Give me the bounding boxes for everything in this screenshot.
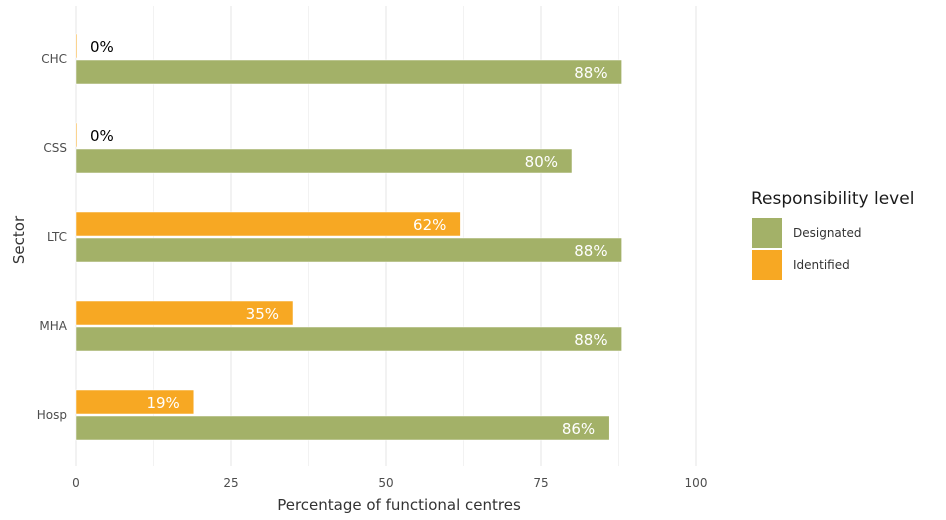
data-label-designated-hosp: 86% (562, 420, 595, 438)
x-tick-label: 75 (533, 476, 548, 490)
y-tick-label: CSS (43, 141, 67, 155)
y-tick-labels: CHC CSS LTC MHA Hosp (37, 52, 68, 422)
data-label-designated-ltc: 88% (574, 242, 607, 260)
bars (75, 33, 622, 441)
y-tick-label: Hosp (37, 408, 67, 422)
bar-designated-mha (75, 326, 622, 352)
bar-identified-chc (75, 33, 78, 59)
y-tick-label: CHC (41, 52, 67, 66)
legend-title: Responsibility level (751, 189, 915, 209)
bar-designated-ltc (75, 237, 622, 263)
x-tick-label: 0 (72, 476, 80, 490)
data-label-designated-css: 80% (525, 153, 558, 171)
bar-designated-css (75, 148, 573, 174)
data-label-identified-chc: 0% (90, 38, 114, 56)
bar-identified-hosp (75, 389, 195, 415)
legend-item-designated: Designated (751, 217, 914, 249)
data-label-identified-hosp: 19% (146, 394, 179, 412)
x-axis-label: Percentage of functional centres (277, 496, 521, 514)
data-label-identified-mha: 35% (246, 305, 279, 323)
y-tick-label: LTC (47, 230, 67, 244)
x-tick-labels: 0 25 50 75 100 (72, 476, 707, 490)
data-label-designated-chc: 88% (574, 64, 607, 82)
data-labels: 0% 0% 62% 35% 19% 88% 80% 88% 88% 86% (90, 38, 608, 438)
data-label-identified-ltc: 62% (413, 216, 446, 234)
bar-designated-chc (75, 59, 622, 85)
legend-item-identified: Identified (751, 249, 914, 281)
legend-swatch-identified (751, 249, 783, 281)
x-tick-label: 50 (378, 476, 393, 490)
legend: Responsibility level Designated Identifi… (751, 189, 914, 281)
bar-identified-css (75, 122, 78, 148)
x-tick-label: 25 (223, 476, 238, 490)
legend-swatch-designated (751, 217, 783, 249)
bar-designated-hosp (75, 415, 610, 441)
y-axis-label: Sector (10, 215, 28, 264)
legend-label-identified: Identified (793, 258, 850, 272)
legend-label-designated: Designated (793, 226, 862, 240)
data-label-designated-mha: 88% (574, 331, 607, 349)
x-tick-label: 100 (685, 476, 708, 490)
y-tick-label: MHA (39, 319, 67, 333)
bar-identified-mha (75, 300, 294, 326)
data-label-identified-css: 0% (90, 127, 114, 145)
bar-identified-ltc (75, 211, 461, 237)
